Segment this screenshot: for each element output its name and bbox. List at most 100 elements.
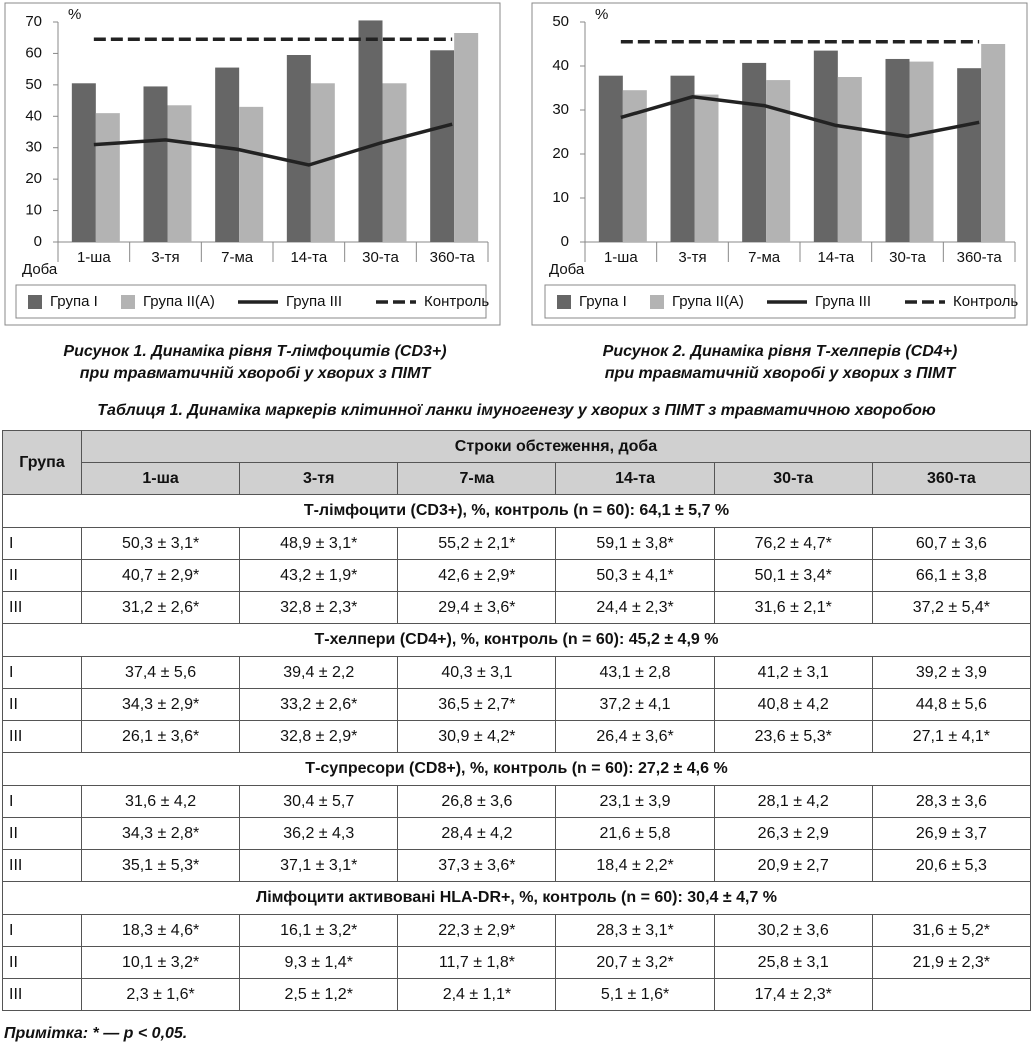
column-header: 3-тя xyxy=(239,462,399,495)
group-cell: II xyxy=(2,688,82,721)
value-cell: 76,2 ± 4,7* xyxy=(713,527,873,560)
y-tick-label: 30 xyxy=(25,139,42,156)
y-tick-label: 40 xyxy=(552,57,569,74)
value-cell: 35,1 ± 5,3* xyxy=(80,849,241,882)
value-cell: 29,4 ± 3,6* xyxy=(397,591,557,624)
chart-frame xyxy=(4,2,501,326)
value-cell: 50,3 ± 4,1* xyxy=(555,559,715,592)
value-cell: 59,1 ± 3,8* xyxy=(555,527,715,560)
bar xyxy=(430,50,455,243)
value-cell: 18,3 ± 4,6* xyxy=(80,914,241,947)
value-cell: 31,6 ± 2,1* xyxy=(713,591,873,624)
caption-line: при травматичній хворобі у хворих з ПІМТ xyxy=(604,365,956,382)
value-cell: 31,2 ± 2,6* xyxy=(80,591,241,624)
bar xyxy=(885,58,910,243)
y-tick-label: 0 xyxy=(561,233,569,250)
value-cell: 34,3 ± 2,9* xyxy=(80,688,241,721)
group-cell: II xyxy=(2,559,82,592)
value-cell: 26,3 ± 2,9 xyxy=(713,817,873,850)
value-cell: 37,4 ± 5,6 xyxy=(80,656,241,689)
y-tick-label: 20 xyxy=(25,170,42,187)
value-cell: 43,2 ± 1,9* xyxy=(239,559,399,592)
bar xyxy=(382,83,407,243)
value-cell: 30,9 ± 4,2* xyxy=(397,720,557,753)
value-cell: 24,4 ± 2,3* xyxy=(555,591,715,624)
value-cell: 41,2 ± 3,1 xyxy=(713,656,873,689)
group-cell: III xyxy=(2,591,82,624)
y-tick-label: 20 xyxy=(552,145,569,162)
data-row: II 34,3 ± 2,8* 36,2 ± 4,3 28,4 ± 4,2 21,6 ± … xyxy=(2,817,1032,850)
caption-line: Рисунок 1. Динаміка рівня Т-лімфоцитів (… xyxy=(63,343,447,360)
value-cell: 36,2 ± 4,3 xyxy=(239,817,399,850)
header-cell: Строки обстеження, доба xyxy=(81,430,1031,463)
legend-swatch xyxy=(28,295,42,309)
y-tick-label: 10 xyxy=(25,202,42,219)
caption-line: Рисунок 2. Динаміка рівня Т-хелперів (CD… xyxy=(602,343,958,360)
x-tick-label: 1-ша xyxy=(77,249,111,266)
value-cell: 33,2 ± 2,6* xyxy=(239,688,399,721)
y-tick-label: 60 xyxy=(25,44,42,61)
bar xyxy=(358,20,383,242)
legend xyxy=(15,284,487,319)
y-tick-label: 40 xyxy=(25,107,42,124)
x-tick-label: 7-ма xyxy=(221,249,254,266)
x-tick-label: 3-тя xyxy=(151,249,179,266)
value-cell: 44,8 ± 5,6 xyxy=(871,688,1032,721)
y-tick-label: 50 xyxy=(25,76,42,93)
x-tick-label: 360-та xyxy=(430,249,476,266)
group-cell: I xyxy=(2,914,82,947)
data-row: III 26,1 ± 3,6* 32,8 ± 2,9* 30,9 ± 4,2* 26,4… xyxy=(2,720,1032,753)
value-cell: 60,7 ± 3,6 xyxy=(871,527,1032,560)
group-cell: II xyxy=(2,946,82,979)
x-tick-label: 1-ша xyxy=(604,249,638,266)
value-cell: 31,6 ± 4,2 xyxy=(80,785,241,818)
value-cell: 37,2 ± 4,1 xyxy=(555,688,715,721)
value-cell: 30,4 ± 5,7 xyxy=(239,785,399,818)
value-cell: 11,7 ± 1,8* xyxy=(397,946,557,979)
bar xyxy=(454,33,479,242)
section-title: Т-лімфоцити (CD3+), %, контроль (n = 60)… xyxy=(2,494,1031,528)
value-cell: 32,8 ± 2,3* xyxy=(239,591,399,624)
legend-label: Група I xyxy=(50,293,98,310)
value-cell: 37,3 ± 3,6* xyxy=(397,849,557,882)
legend-label: Контроль xyxy=(424,293,489,310)
caption-line: при травматичній хворобі у хворих з ПІМТ xyxy=(79,365,431,382)
bar xyxy=(742,62,767,242)
header-cell: Група xyxy=(2,430,82,495)
group-cell: I xyxy=(2,785,82,818)
x-tick-label: 14-та xyxy=(817,249,854,266)
value-cell: 39,2 ± 3,9 xyxy=(871,656,1032,689)
header-row: Група Строки обстеження, доба xyxy=(2,430,1031,495)
data-row: III 31,2 ± 2,6* 32,8 ± 2,3* 29,4 ± 3,6* 24,4… xyxy=(2,591,1032,624)
bar xyxy=(694,94,719,242)
value-cell: 21,6 ± 5,8 xyxy=(555,817,715,850)
group-cell: I xyxy=(2,527,82,560)
value-cell: 18,4 ± 2,2* xyxy=(555,849,715,882)
bar xyxy=(837,77,862,242)
value-cell: 26,1 ± 3,6* xyxy=(80,720,241,753)
value-cell: 23,6 ± 5,3* xyxy=(713,720,873,753)
value-cell: 22,3 ± 2,9* xyxy=(397,914,557,947)
value-cell: 16,1 ± 3,2* xyxy=(239,914,399,947)
bar xyxy=(909,61,934,242)
y-tick-label: 30 xyxy=(552,101,569,118)
legend-label: Група I xyxy=(579,293,627,310)
value-cell: 48,9 ± 3,1* xyxy=(239,527,399,560)
value-cell: 2,3 ± 1,6* xyxy=(80,978,241,1011)
section-title: Т-супресори (CD8+), %, контроль (n = 60)… xyxy=(2,752,1031,786)
value-cell: 25,8 ± 3,1 xyxy=(713,946,873,979)
value-cell: 37,2 ± 5,4* xyxy=(871,591,1032,624)
column-header: 14-та xyxy=(555,462,715,495)
y-tick-label: 70 xyxy=(25,13,42,30)
x-axis-label: Доба xyxy=(22,261,58,278)
legend-label: Контроль xyxy=(953,293,1018,310)
note: Примітка: * — p < 0,05. xyxy=(4,1025,188,1042)
section-row: Т-лімфоцити (CD3+), %, контроль (n = 60)… xyxy=(2,494,1031,528)
data-row: I 37,4 ± 5,6 39,4 ± 2,2 40,3 ± 3,1 43,1 ± 2,… xyxy=(2,656,1032,689)
line-series xyxy=(620,95,980,139)
group-cell: I xyxy=(2,656,82,689)
section-row: Т-супресори (CD8+), %, контроль (n = 60)… xyxy=(2,752,1031,786)
value-cell: 20,6 ± 5,3 xyxy=(871,849,1032,882)
bar xyxy=(239,106,264,242)
bar xyxy=(981,44,1006,242)
